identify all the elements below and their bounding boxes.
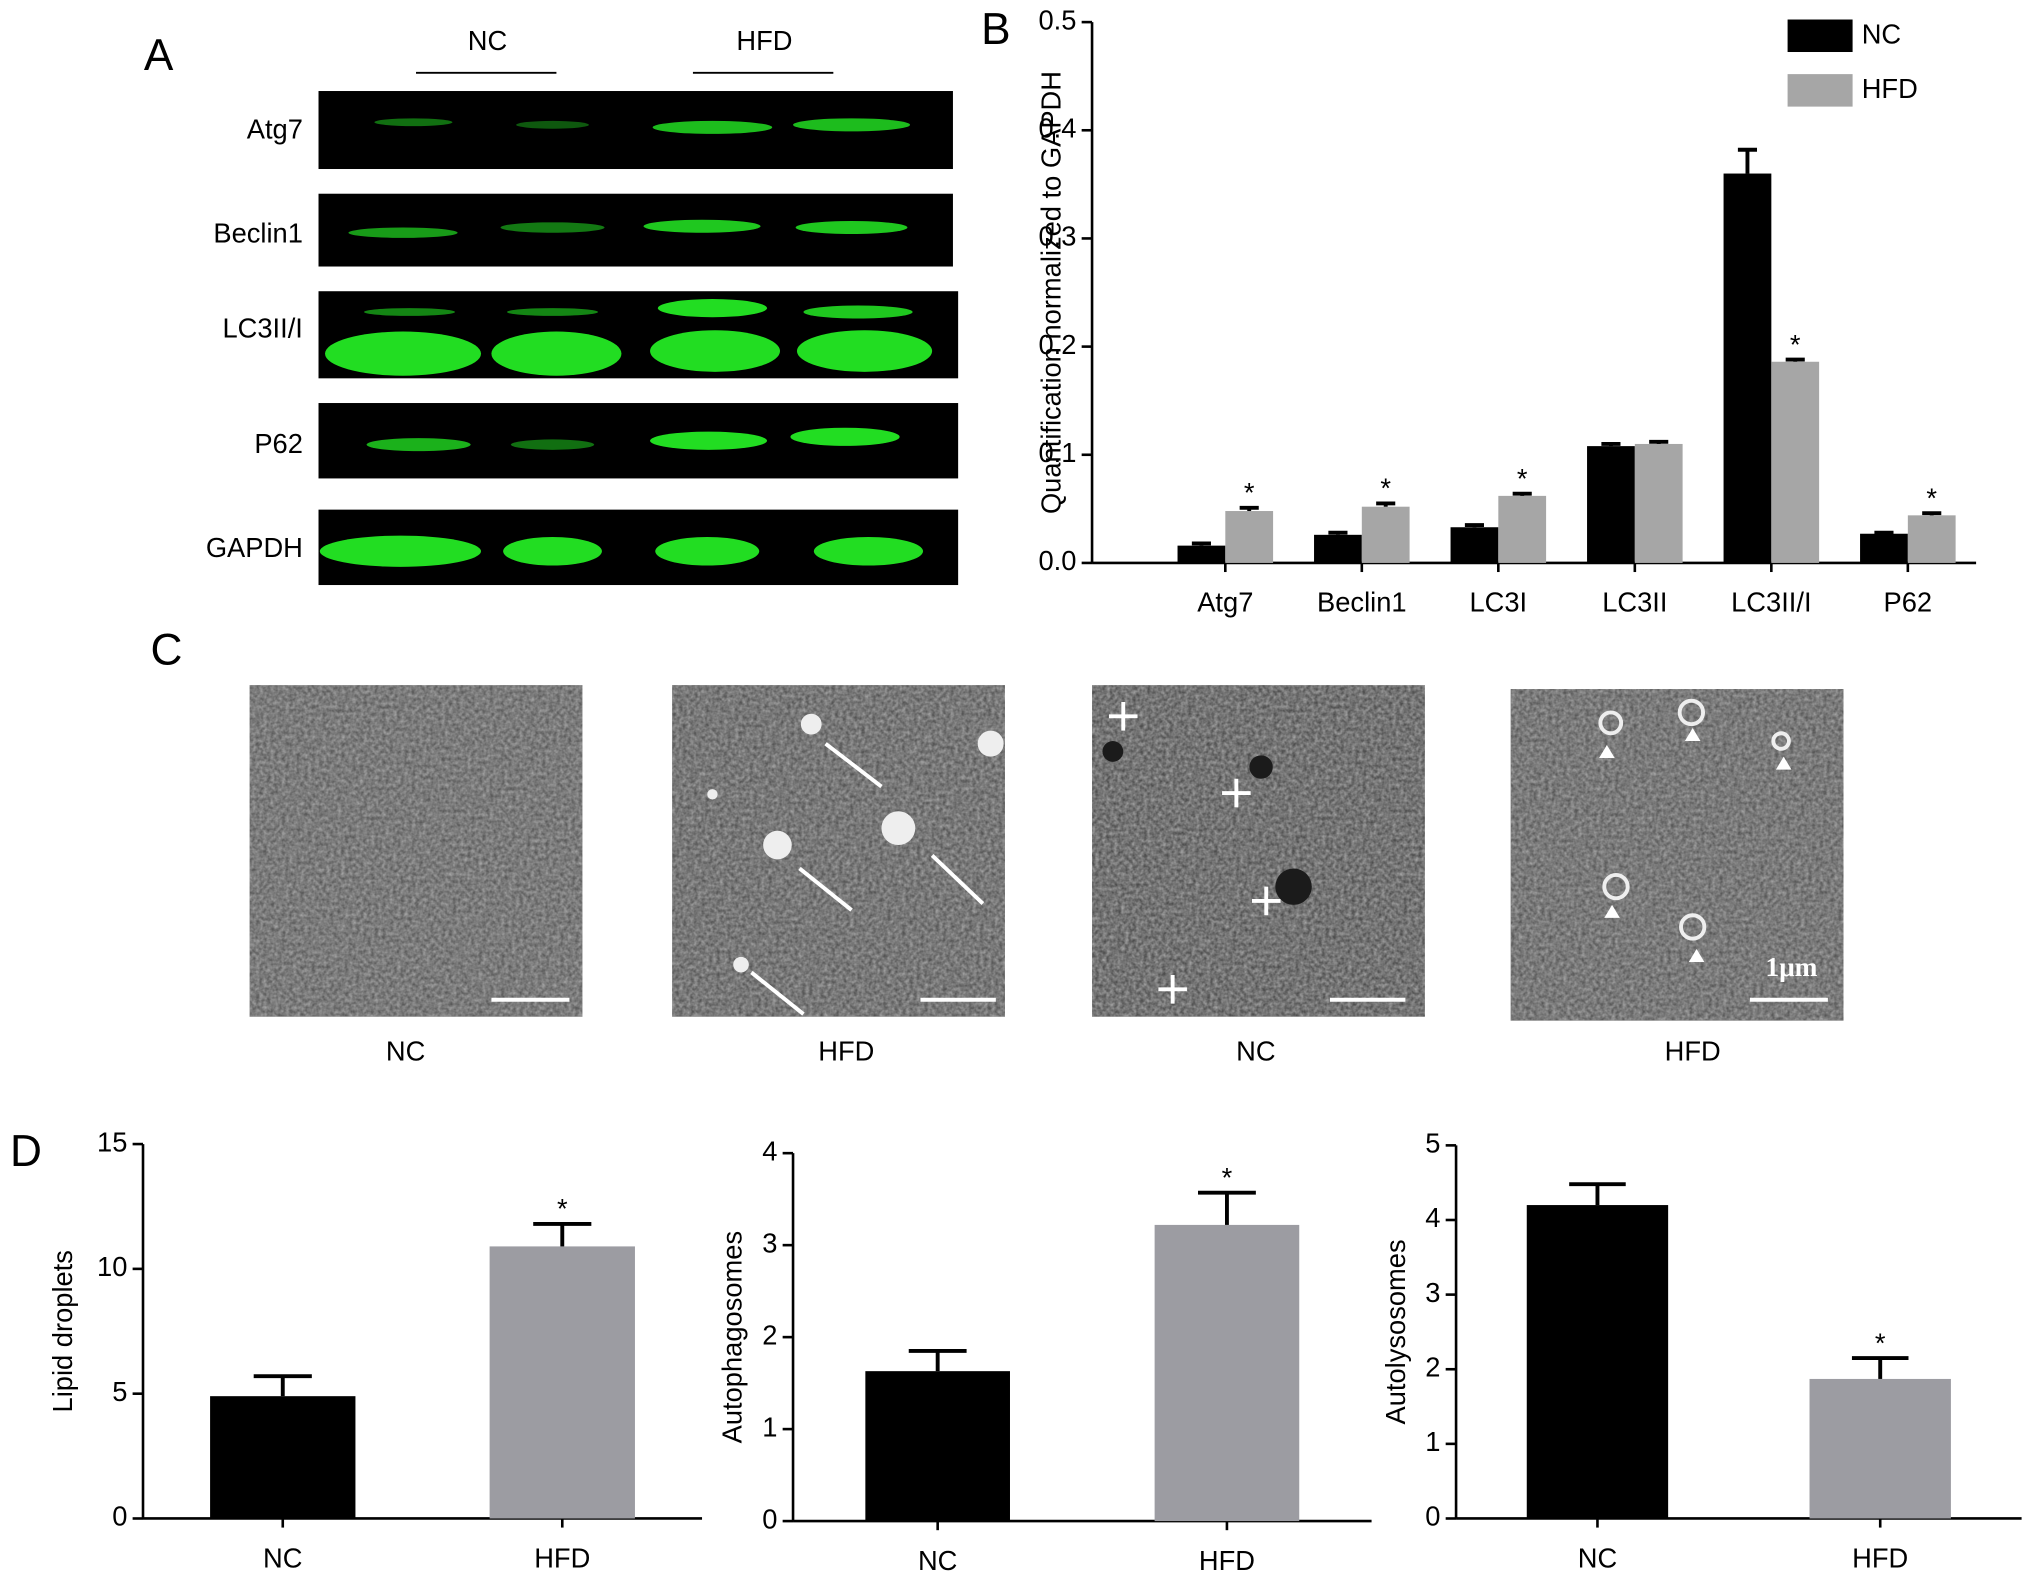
bar	[1450, 527, 1499, 563]
bar	[1587, 446, 1635, 563]
x-tick-label: NC	[1578, 1542, 1617, 1573]
significance: *	[1790, 329, 1801, 360]
micrograph-label: HFD	[1665, 1035, 1721, 1066]
y-tick-label: 3	[762, 1227, 777, 1258]
micrograph-label: NC	[1236, 1035, 1275, 1066]
significance: *	[1380, 473, 1391, 504]
significance: *	[1222, 1162, 1233, 1193]
y-tick-label: 5	[1425, 1128, 1440, 1159]
y-tick-label: 4	[762, 1135, 777, 1166]
y-tick-label: 1	[1425, 1426, 1440, 1457]
significance: *	[1926, 482, 1937, 513]
texture	[672, 685, 1005, 1017]
blot-row-label: Beclin1	[213, 218, 303, 249]
group-label: HFD	[736, 25, 792, 56]
blot-row-label: LC3II/I	[222, 312, 302, 343]
y-tick-label: 15	[97, 1126, 127, 1157]
y-axis-label: Autophagosomes	[717, 1231, 748, 1443]
y-axis-label: Quantification normalized to GAPDH	[1035, 71, 1066, 514]
y-tick-label: 5	[112, 1376, 127, 1407]
panel-label: D	[10, 1127, 42, 1176]
significance: *	[557, 1193, 568, 1224]
x-tick-label: Atg7	[1197, 587, 1253, 618]
y-tick-label: 0	[112, 1501, 127, 1532]
bar	[865, 1371, 1010, 1522]
significance: *	[1517, 463, 1528, 494]
y-tick-label: 0	[1425, 1501, 1440, 1532]
x-tick-label: P62	[1884, 587, 1933, 618]
panel-label: A	[144, 31, 174, 80]
bar	[1154, 1224, 1300, 1522]
y-tick-label: 0.2	[1038, 329, 1076, 360]
bar	[1314, 534, 1362, 563]
legend-swatch	[1787, 74, 1853, 107]
significance: *	[1244, 477, 1255, 508]
y-tick-label: 0.4	[1038, 112, 1076, 143]
bar	[1177, 545, 1226, 563]
y-tick-label: 3	[1425, 1277, 1440, 1308]
y-tick-label: 4	[1425, 1202, 1440, 1233]
y-tick-label: 0.3	[1038, 221, 1076, 252]
autolysosomes	[1598, 698, 1791, 941]
blot-row-label: P62	[254, 428, 303, 459]
legend-label: NC	[1862, 19, 1901, 50]
x-tick-label: NC	[918, 1545, 957, 1576]
x-tick-label: HFD	[1199, 1545, 1255, 1576]
group-label: NC	[468, 25, 507, 56]
bar	[1809, 1378, 1951, 1519]
y-tick-label: 10	[97, 1251, 127, 1282]
legend-label: HFD	[1862, 73, 1918, 104]
bar	[210, 1396, 356, 1519]
significance: *	[1875, 1327, 1886, 1358]
bar	[1634, 443, 1683, 563]
bar	[1225, 511, 1274, 563]
bar	[1498, 495, 1547, 563]
blot-bands	[319, 118, 933, 567]
scale-bar-label: 1μm	[1766, 952, 1818, 982]
y-tick-label: 0.1	[1038, 437, 1076, 468]
bar	[1361, 506, 1410, 563]
bar	[1771, 361, 1820, 563]
panel-label: B	[981, 5, 1010, 54]
western-blot: NC HFD Atg7 Beclin1 LC3II/I P62 GAPDH	[206, 25, 959, 586]
bar	[489, 1246, 635, 1519]
x-tick-label: LC3II	[1602, 587, 1667, 618]
y-tick-label: 2	[1425, 1351, 1440, 1382]
texture	[249, 685, 583, 1017]
blot-row-label: GAPDH	[206, 532, 303, 563]
micrographs: 1μm NC HFD NC HFD	[249, 685, 1844, 1066]
x-tick-label: NC	[263, 1542, 302, 1573]
panel-label: C	[150, 625, 182, 674]
y-axis-label: Autolysosomes	[1380, 1239, 1411, 1424]
x-tick-label: HFD	[534, 1542, 590, 1573]
y-tick-label: 1	[762, 1411, 777, 1442]
y-tick-label: 2	[762, 1319, 777, 1350]
autophagosomes	[1102, 741, 1312, 905]
texture	[1092, 685, 1425, 1017]
bar	[1723, 173, 1772, 563]
x-tick-label: LC3II/I	[1731, 587, 1811, 618]
blot-row-label: Atg7	[247, 114, 303, 145]
x-tick-label: HFD	[1852, 1542, 1908, 1573]
legend-swatch	[1787, 19, 1853, 53]
markers	[1108, 702, 1281, 1004]
micrograph-label: NC	[386, 1035, 425, 1066]
bar	[1860, 533, 1908, 563]
arrows	[750, 742, 985, 1016]
micrograph-label: HFD	[818, 1035, 874, 1066]
y-tick-label: 0.0	[1038, 545, 1076, 576]
bar	[1526, 1205, 1669, 1519]
bar	[1907, 515, 1956, 563]
y-tick-label: 0	[762, 1503, 777, 1534]
x-tick-label: LC3I	[1469, 587, 1527, 618]
droplets	[707, 713, 1004, 973]
y-axis-label: Lipid droplets	[47, 1250, 78, 1412]
x-tick-label: Beclin1	[1317, 587, 1407, 618]
y-tick-label: 0.5	[1038, 4, 1076, 35]
